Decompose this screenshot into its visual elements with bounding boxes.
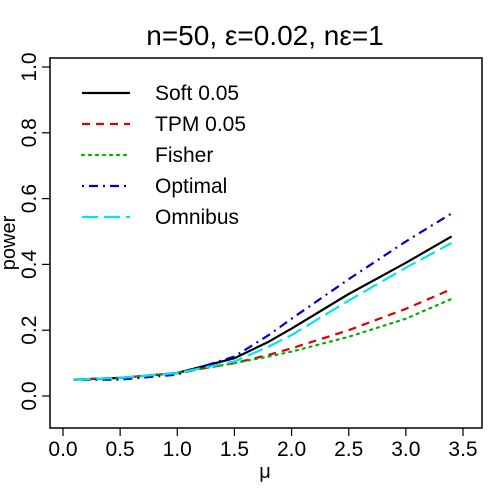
x-tick-label: 0.5 xyxy=(106,438,135,461)
x-tick-label: 1.5 xyxy=(220,438,249,461)
y-tick-label: 0.2 xyxy=(18,316,41,345)
x-tick-label: 3.0 xyxy=(391,438,420,461)
plot-frame xyxy=(49,57,483,429)
series-line-fisher xyxy=(73,297,453,381)
y-axis: 0.0 0.2 0.4 0.6 0.8 1.0 xyxy=(18,52,50,411)
legend-label-omnibus: Omnibus xyxy=(155,206,239,229)
x-tick-label: 3.5 xyxy=(448,438,477,461)
legend-label-optimal: Optimal xyxy=(155,175,227,198)
x-axis: 0.0 0.5 1.0 1.5 2.0 2.5 3.0 3.5 xyxy=(48,428,478,461)
x-tick-label: 0.0 xyxy=(48,438,77,461)
x-tick-label: 2.5 xyxy=(334,438,363,461)
x-tick-label: 1.0 xyxy=(163,438,192,461)
series-layer xyxy=(73,212,453,381)
chart-title: n=50, ε=0.02, nε=1 xyxy=(146,20,384,51)
y-tick-label: 0.8 xyxy=(18,118,41,147)
y-tick-label: 0.4 xyxy=(18,249,41,279)
legend-label-tpm-0-05: TPM 0.05 xyxy=(155,113,246,136)
y-tick-label: 0.0 xyxy=(18,381,41,410)
x-axis-label: μ xyxy=(259,461,271,483)
y-tick-label: 0.6 xyxy=(18,184,41,213)
legend-label-fisher: Fisher xyxy=(155,144,213,167)
series-line-optimal xyxy=(74,212,453,381)
x-tick-label: 2.0 xyxy=(277,438,306,461)
y-axis-label: power xyxy=(0,215,20,270)
series-line-tpm-0-05 xyxy=(74,288,453,381)
legend: Soft 0.05 TPM 0.05 Fisher Optimal Omnibus xyxy=(80,82,246,229)
series-line-omnibus xyxy=(74,242,453,381)
legend-label-soft-0-05: Soft 0.05 xyxy=(155,82,239,105)
y-tick-label: 1.0 xyxy=(18,52,41,81)
